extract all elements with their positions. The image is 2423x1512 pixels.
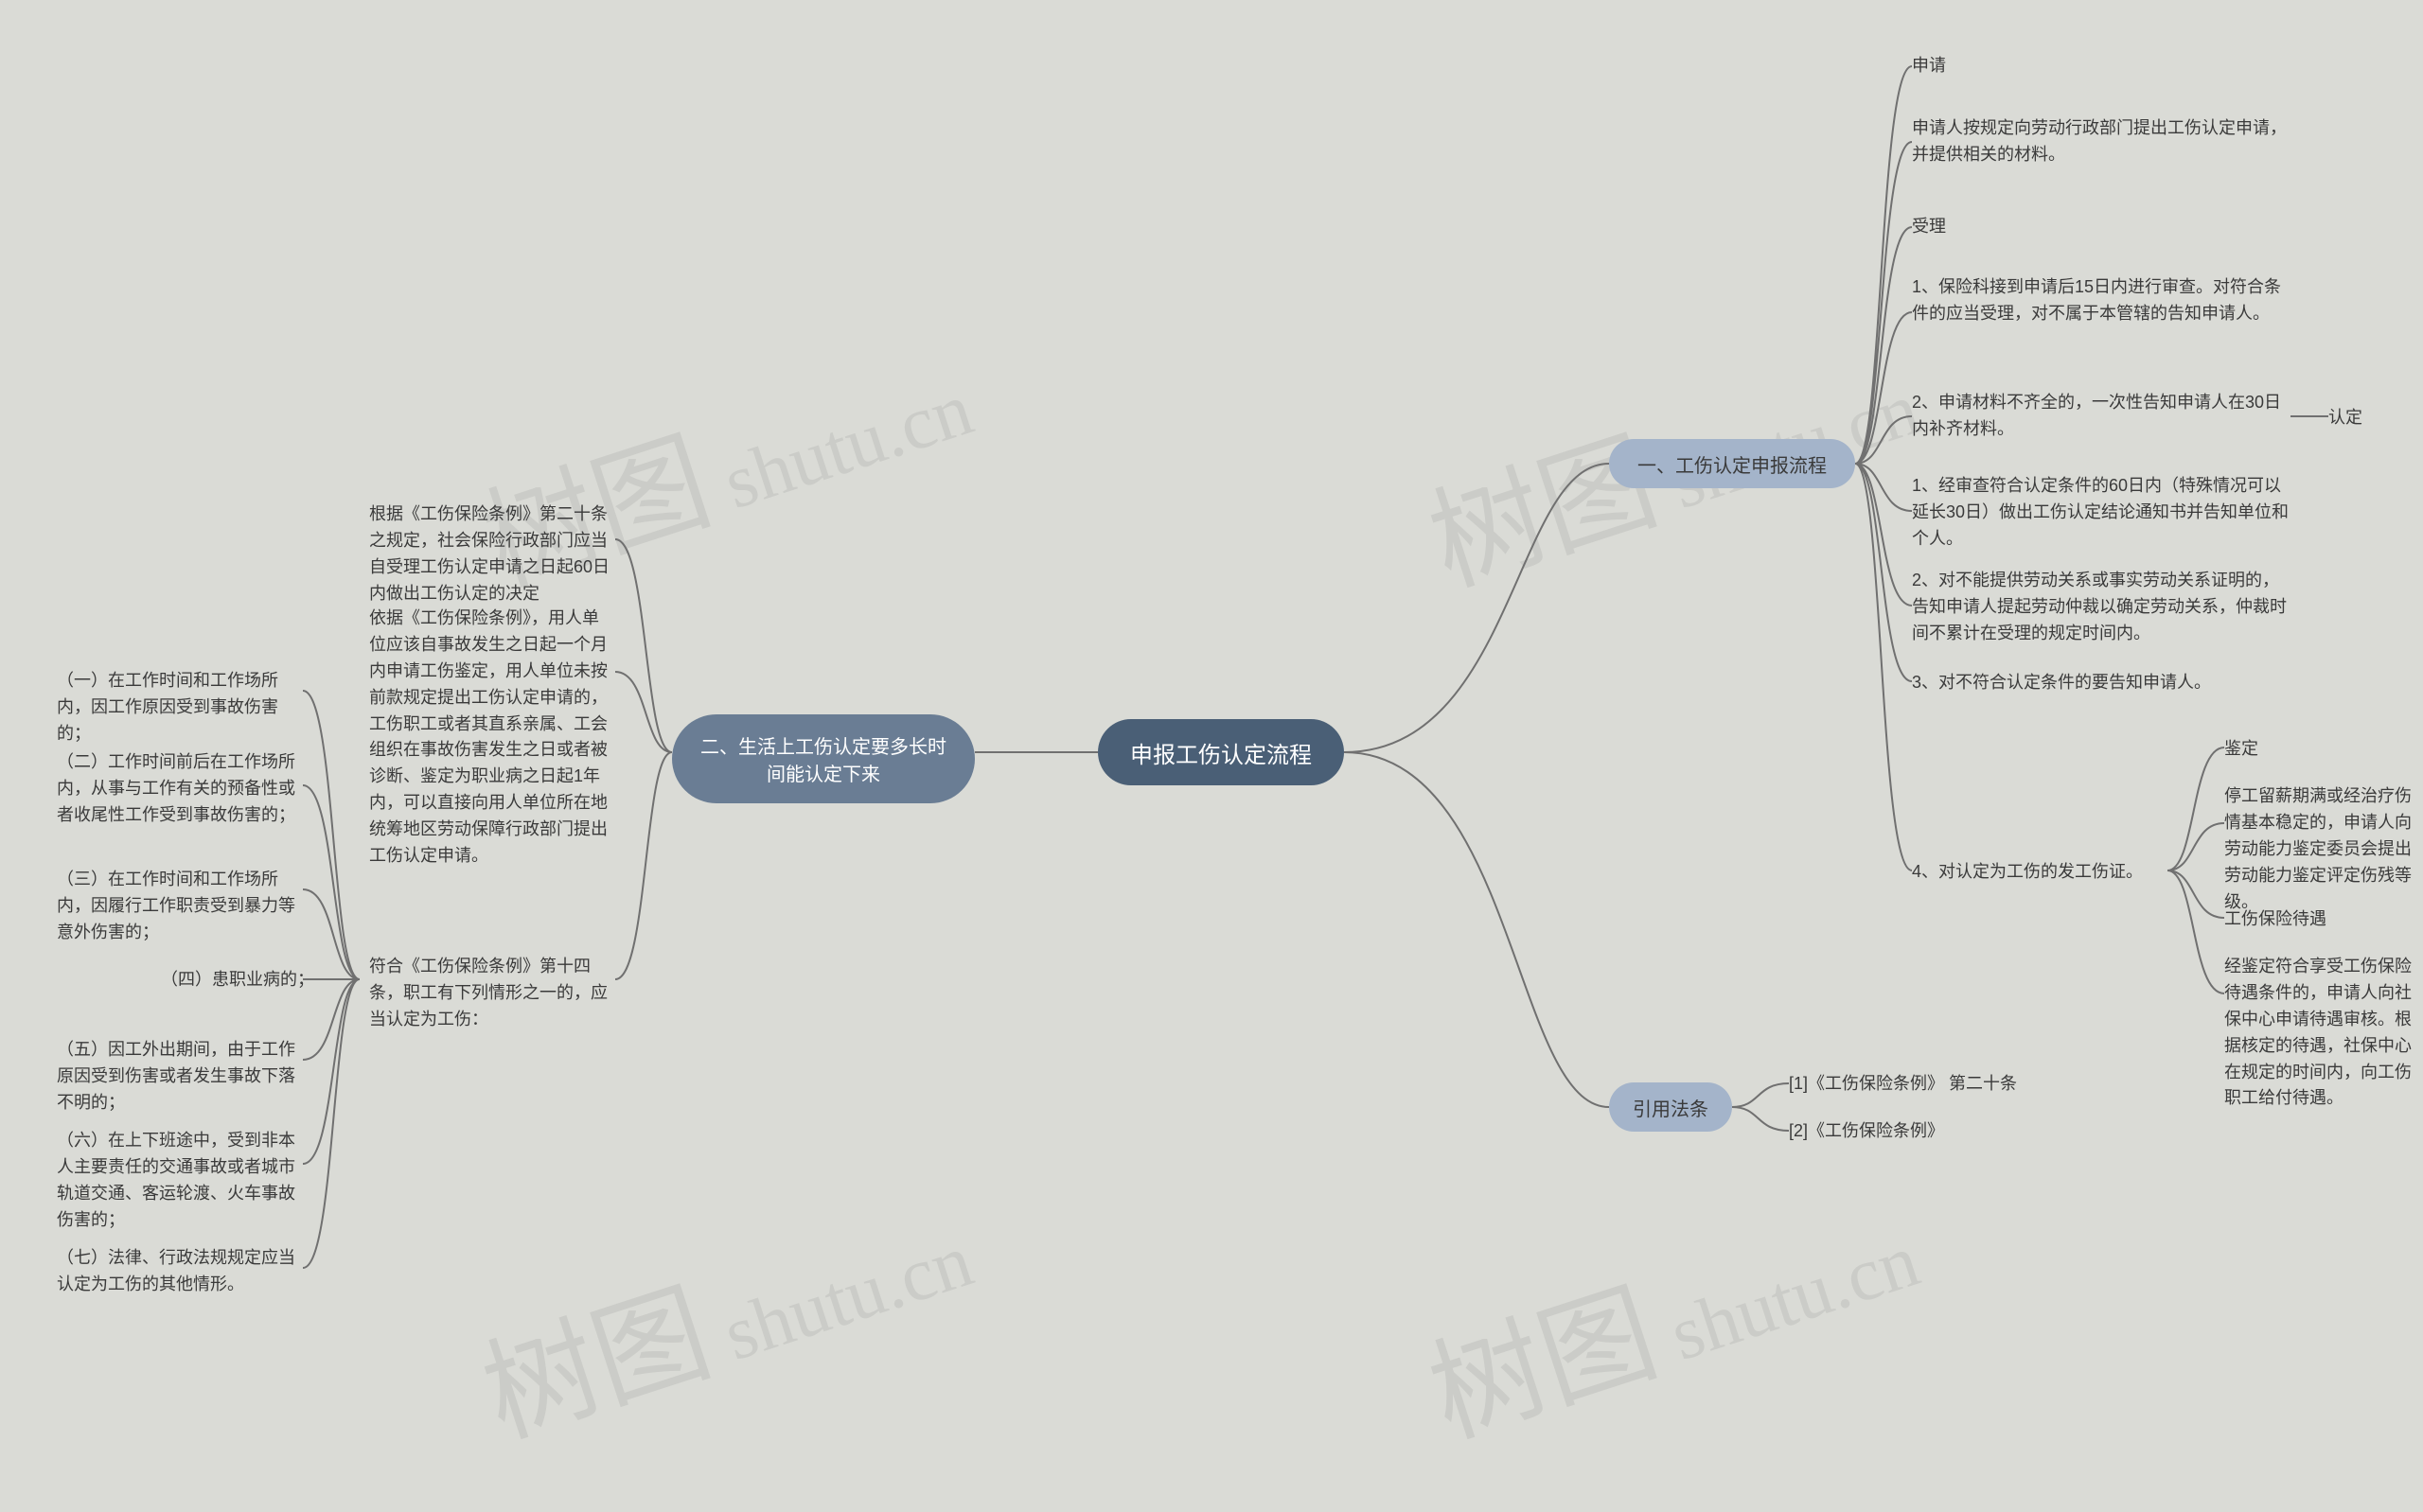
- leaf-r1-9-3: 工伤保险待遇: [2224, 906, 2326, 933]
- leaf-r1-8: 3、对不符合认定条件的要告知申请人。: [1912, 670, 2211, 696]
- leaf-l-3: 符合《工伤保险条例》第十四条，职工有下列情形之一的，应当认定为工伤：: [369, 954, 615, 1033]
- leaf-l-3-4: （四）患职业病的；: [161, 967, 314, 993]
- leaf-l-2: 依据《工伤保险条例》，用人单位应该自事故发生之日起一个月内申请工伤鉴定，用人单位…: [369, 606, 615, 870]
- leaf-r1-3: 受理: [1912, 214, 1946, 240]
- leaf-r1-4: 1、保险科接到申请后15日内进行审查。对符合条件的应当受理，对不属于本管辖的告知…: [1912, 274, 2290, 327]
- branch-left: 二、生活上工伤认定要多长时间能认定下来: [672, 714, 975, 803]
- leaf-r1-7: 2、对不能提供劳动关系或事实劳动关系证明的，告知申请人提起劳动仲裁以确定劳动关系…: [1912, 568, 2290, 647]
- leaf-r2-2: [2]《工伤保险条例》: [1789, 1118, 1944, 1145]
- leaf-r1-9-4: 经鉴定符合享受工伤保险待遇条件的，申请人向社保中心申请待遇审核。根据核定的待遇，…: [2224, 954, 2414, 1112]
- leaf-l-3-5: （五）因工外出期间，由于工作原因受到伤害或者发生事故下落不明的；: [57, 1037, 303, 1116]
- leaf-r1-9: 4、对认定为工伤的发工伤证。: [1912, 859, 2143, 886]
- leaf-r1-9-2: 停工留薪期满或经治疗伤情基本稳定的，申请人向劳动能力鉴定委员会提出劳动能力鉴定评…: [2224, 783, 2414, 915]
- leaf-l-3-7: （七）法律、行政法规规定应当认定为工伤的其他情形。: [57, 1245, 303, 1298]
- leaf-l-3-1: （一）在工作时间和工作场所内，因工作原因受到事故伤害的；: [57, 668, 303, 747]
- root-node: 申报工伤认定流程: [1098, 719, 1344, 785]
- watermark: 树图 shutu.cn: [1406, 1157, 1934, 1468]
- leaf-r1-1: 申请: [1912, 53, 1946, 79]
- leaf-r1-9-1: 鉴定: [2224, 736, 2258, 763]
- branch-right-2: 引用法条: [1609, 1082, 1732, 1132]
- leaf-l-3-6: （六）在上下班途中，受到非本人主要责任的交通事故或者城市轨道交通、客运轮渡、火车…: [57, 1128, 303, 1234]
- branch-right-1-label: 一、工伤认定申报流程: [1637, 450, 1827, 478]
- root-label: 申报工伤认定流程: [1130, 736, 1312, 769]
- leaf-r1-5: 2、申请材料不齐全的，一次性告知申请人在30日内补齐材料。: [1912, 390, 2290, 443]
- branch-right-1: 一、工伤认定申报流程: [1609, 439, 1855, 488]
- branch-left-label: 二、生活上工伤认定要多长时间能认定下来: [699, 731, 948, 786]
- leaf-r2-1: [1]《工伤保险条例》 第二十条: [1789, 1071, 2017, 1098]
- leaf-r1-5-child: 认定: [2328, 405, 2362, 431]
- leaf-l-3-2: （二）工作时间前后在工作场所内，从事与工作有关的预备性或者收尾性工作受到事故伤害…: [57, 749, 303, 829]
- branch-right-2-label: 引用法条: [1633, 1094, 1708, 1121]
- leaf-l-3-3: （三）在工作时间和工作场所内，因履行工作职责受到暴力等意外伤害的；: [57, 867, 303, 946]
- leaf-l-1: 根据《工伤保险条例》第二十条之规定，社会保险行政部门应当自受理工伤认定申请之日起…: [369, 501, 615, 607]
- watermark: 树图 shutu.cn: [460, 1157, 987, 1468]
- leaf-r1-6: 1、经审查符合认定条件的60日内（特殊情况可以延长30日）做出工伤认定结论通知书…: [1912, 473, 2290, 553]
- leaf-r1-2: 申请人按规定向劳动行政部门提出工伤认定申请，并提供相关的材料。: [1912, 115, 2290, 168]
